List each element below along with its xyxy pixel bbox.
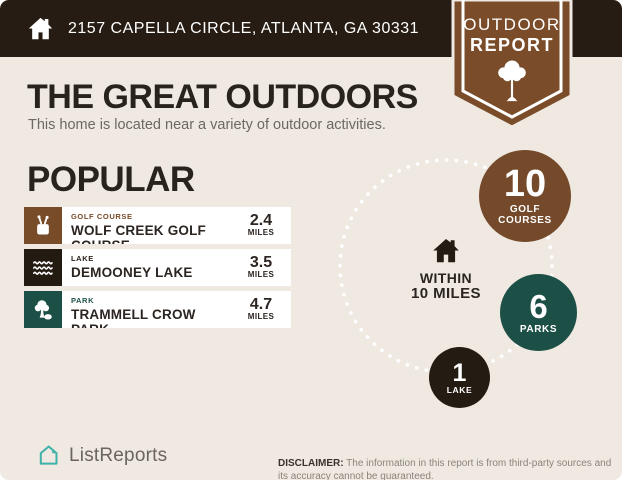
lake-count-bubble: 1 LAKE: [429, 347, 490, 408]
disclaimer-label: DISCLAIMER:: [278, 458, 344, 469]
golf-courses-count: 10: [503, 163, 547, 205]
waves-icon: [24, 249, 62, 286]
item-distance-unit: MILES: [247, 312, 275, 321]
park-tree-icon: [24, 291, 62, 328]
item-category: PARK: [71, 296, 95, 305]
popular-list: GOLF COURSE WOLF CREEK GOLF COURSE 2.4 M…: [24, 207, 291, 333]
list-item-park: PARK TRAMMELL CROW PARK 4.7 MILES: [24, 291, 291, 328]
page-title: THE GREAT OUTDOORS: [27, 78, 418, 116]
lake-count: 1: [452, 358, 467, 387]
home-icon: [433, 238, 459, 263]
listreports-logo: ListReports: [36, 443, 167, 468]
item-name: DEMOONEY LAKE: [71, 265, 193, 280]
badge-line2: REPORT: [469, 35, 554, 55]
item-category: GOLF COURSE: [71, 212, 133, 221]
parks-count-bubble: 6 PARKS: [500, 274, 577, 351]
item-category: LAKE: [71, 254, 94, 263]
home-icon: [28, 17, 53, 40]
item-distance: 2.4: [249, 212, 273, 229]
lake-label: LAKE: [446, 384, 473, 395]
disclaimer-text: DISCLAIMER: The information in this repo…: [278, 458, 612, 480]
badge-line1: OUTDOOR: [463, 15, 561, 34]
popular-heading: POPULAR: [27, 160, 195, 199]
item-distance-unit: MILES: [247, 228, 275, 237]
radius-label: 10 MILES: [411, 285, 481, 302]
radius-center-label: WITHIN 10 MILES: [396, 237, 496, 302]
item-distance: 3.5: [249, 254, 273, 271]
parks-count: 6: [529, 287, 548, 325]
golf-courses-label: GOLF COURSES: [498, 204, 552, 226]
address-text: 2157 CAPELLA CIRCLE, ATLANTA, GA 30331: [68, 19, 420, 37]
listreports-house-icon: [39, 445, 58, 465]
golf-courses-count-bubble: 10 GOLF COURSES: [479, 150, 571, 242]
item-name: WOLF CREEK GOLF COURSE: [71, 223, 206, 244]
item-distance-unit: MILES: [247, 270, 275, 279]
brand-name: ListReports: [69, 444, 168, 466]
within-label: WITHIN: [419, 270, 473, 286]
list-item-lake: LAKE DEMOONEY LAKE 3.5 MILES: [24, 249, 291, 286]
page-subtitle: This home is located near a variety of o…: [28, 117, 386, 133]
item-distance: 4.7: [249, 296, 273, 313]
golf-bag-icon: [24, 207, 62, 244]
list-item-golf-course: GOLF COURSE WOLF CREEK GOLF COURSE 2.4 M…: [24, 207, 291, 244]
tree-icon: [498, 60, 526, 102]
item-name: TRAMMELL CROW PARK: [71, 307, 196, 328]
parks-label: PARKS: [519, 323, 558, 335]
outdoor-report-badge: OUTDOOR REPORT: [451, 0, 573, 132]
